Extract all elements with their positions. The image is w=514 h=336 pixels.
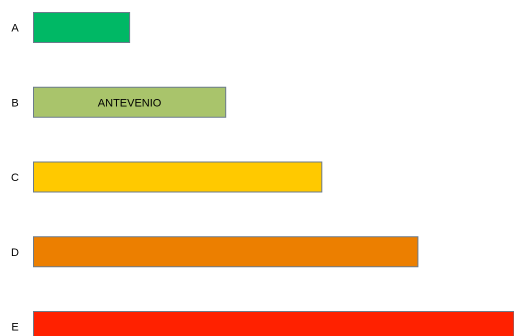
category-label-b: B — [11, 97, 18, 109]
bar-e — [33, 311, 514, 336]
bar-label-b: ANTEVENIO — [98, 97, 162, 109]
category-label-d: D — [11, 247, 19, 259]
category-labels-group: A B C D E — [11, 23, 19, 334]
bar-c — [33, 161, 323, 193]
bars-group — [33, 12, 514, 336]
category-label-e: E — [11, 322, 18, 334]
bar-labels-group: ANTEVENIO — [98, 97, 162, 109]
bar-b — [33, 86, 227, 118]
bar-d — [33, 236, 419, 268]
bar-a — [33, 12, 131, 43]
category-label-c: C — [11, 172, 19, 184]
category-label-a: A — [11, 23, 19, 35]
